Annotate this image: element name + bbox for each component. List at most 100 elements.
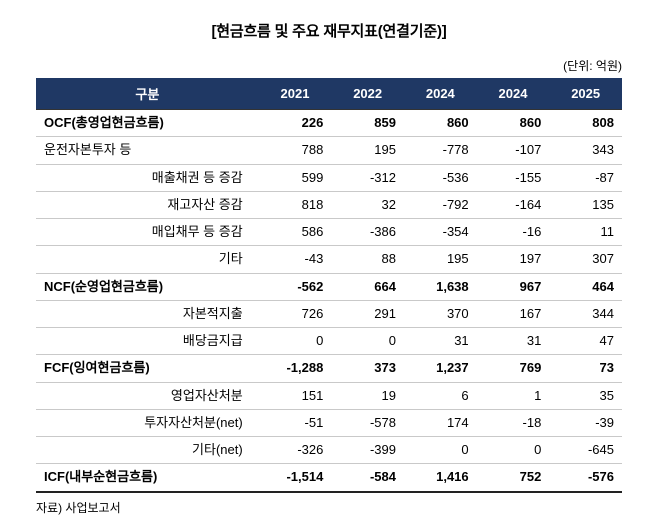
page-title: [현금흐름 및 주요 재무지표(연결기준)] <box>211 23 447 40</box>
cell-value: 599 <box>258 164 332 192</box>
cell-value: 31 <box>476 327 550 356</box>
column-header-category: 구분 <box>36 78 259 110</box>
row-label: ICF(내부순현금흐름) <box>36 463 259 493</box>
cell-value: -39 <box>549 409 622 438</box>
cell-value: -1,288 <box>258 354 332 383</box>
report-page: [현금흐름 및 주요 재무지표(연결기준)] (단위: 억원) 구분 2021 20… <box>36 23 622 515</box>
cell-value: 967 <box>476 272 550 301</box>
cell-value: -562 <box>258 272 332 301</box>
cell-value: -43 <box>258 245 332 274</box>
table-row: 매입채무 등 증감 586 -386 -354 -16 11 <box>36 218 622 247</box>
cell-value: -87 <box>549 164 622 192</box>
table-header-row: 구분 2021 2022 2024 2024 2025 <box>36 78 622 110</box>
cell-value: -51 <box>258 409 332 438</box>
column-header-year: 2024 <box>404 78 477 110</box>
cell-value: -18 <box>476 409 550 438</box>
cell-value: -792 <box>404 191 477 220</box>
table-row: ICF(내부순현금흐름) -1,514 -584 1,416 752 -576 <box>36 463 622 493</box>
cashflow-table: 구분 2021 2022 2024 2024 2025 OCF(총영업현금흐름) 226 85… <box>36 78 622 493</box>
row-label: 재고자산 증감 <box>36 191 259 220</box>
table-row: 운전자본투자 등 788 195 -778 -107 343 <box>36 136 622 165</box>
cell-value: -354 <box>404 218 477 247</box>
cell-value: 0 <box>404 436 477 465</box>
cell-value: 818 <box>258 191 332 220</box>
table-row: OCF(총영업현금흐름) 226 859 860 860 808 <box>36 108 622 138</box>
cell-value: 35 <box>549 382 622 410</box>
table-row: 매출채권 등 증감 599 -312 -536 -155 -87 <box>36 164 622 192</box>
cell-value: 6 <box>404 382 477 410</box>
row-label: 영업자산처분 <box>36 382 259 410</box>
row-label: 매출채권 등 증감 <box>36 164 259 192</box>
cell-value: 860 <box>404 108 477 138</box>
cell-value: -576 <box>549 463 622 493</box>
table-row: 재고자산 증감 818 32 -792 -164 135 <box>36 191 622 220</box>
column-header-year: 2021 <box>258 78 332 110</box>
cell-value: -386 <box>331 218 404 247</box>
cell-value: 0 <box>258 327 332 356</box>
table-row: 기타 -43 88 195 197 307 <box>36 245 622 274</box>
table-row: 투자자산처분(net) -51 -578 174 -18 -39 <box>36 409 622 438</box>
column-header-year: 2022 <box>331 78 404 110</box>
cell-value: 47 <box>549 327 622 356</box>
cell-value: 0 <box>476 436 550 465</box>
row-label: 투자자산처분(net) <box>36 409 259 438</box>
cell-value: 752 <box>476 463 550 493</box>
cell-value: 726 <box>258 300 332 329</box>
cell-value: 307 <box>549 245 622 274</box>
row-label: 자본적지출 <box>36 300 259 329</box>
table-row: 자본적지출 726 291 370 167 344 <box>36 300 622 329</box>
cell-value: 31 <box>404 327 477 356</box>
source-note: 자료) 사업보고서 <box>36 500 121 515</box>
table-row: FCF(잉여현금흐름) -1,288 373 1,237 769 73 <box>36 354 622 383</box>
cell-value: 167 <box>476 300 550 329</box>
column-header-year: 2025 <box>549 78 622 110</box>
cell-value: -645 <box>549 436 622 465</box>
cell-value: 195 <box>404 245 477 274</box>
cell-value: 32 <box>331 191 404 220</box>
row-label: NCF(순영업현금흐름) <box>36 272 259 301</box>
cell-value: 859 <box>331 108 404 138</box>
table-row: NCF(순영업현금흐름) -562 664 1,638 967 464 <box>36 272 622 301</box>
cell-value: -1,514 <box>258 463 332 493</box>
cell-value: -155 <box>476 164 550 192</box>
cell-value: 226 <box>258 108 332 138</box>
cell-value: -536 <box>404 164 477 192</box>
unit-label: (단위: 억원) <box>563 59 622 73</box>
cell-value: 373 <box>331 354 404 383</box>
cell-value: 1,237 <box>404 354 477 383</box>
cell-value: 464 <box>549 272 622 301</box>
cell-value: -399 <box>331 436 404 465</box>
cell-value: 344 <box>549 300 622 329</box>
cell-value: 88 <box>331 245 404 274</box>
cell-value: -778 <box>404 136 477 165</box>
row-label: 운전자본투자 등 <box>36 136 259 165</box>
table-row: 기타(net) -326 -399 0 0 -645 <box>36 436 622 465</box>
row-label: 기타(net) <box>36 436 259 465</box>
cell-value: 19 <box>331 382 404 410</box>
cell-value: 291 <box>331 300 404 329</box>
cell-value: 73 <box>549 354 622 383</box>
cell-value: 135 <box>549 191 622 220</box>
cell-value: 860 <box>476 108 550 138</box>
table-row: 배당금지급 0 0 31 31 47 <box>36 327 622 356</box>
cell-value: 343 <box>549 136 622 165</box>
cell-value: 197 <box>476 245 550 274</box>
cell-value: -164 <box>476 191 550 220</box>
cell-value: 1,416 <box>404 463 477 493</box>
column-header-year: 2024 <box>476 78 550 110</box>
cell-value: 0 <box>331 327 404 356</box>
cell-value: 151 <box>258 382 332 410</box>
cell-value: 808 <box>549 108 622 138</box>
cell-value: 195 <box>331 136 404 165</box>
cell-value: -584 <box>331 463 404 493</box>
cell-value: 586 <box>258 218 332 247</box>
cell-value: 174 <box>404 409 477 438</box>
cell-value: -578 <box>331 409 404 438</box>
cell-value: 664 <box>331 272 404 301</box>
cell-value: 11 <box>549 218 622 247</box>
row-label: 기타 <box>36 245 259 274</box>
table-row: 영업자산처분 151 19 6 1 35 <box>36 382 622 410</box>
table-body: OCF(총영업현금흐름) 226 859 860 860 808 운전자본투자 등 788 19… <box>36 108 622 493</box>
cell-value: -16 <box>476 218 550 247</box>
cell-value: -326 <box>258 436 332 465</box>
